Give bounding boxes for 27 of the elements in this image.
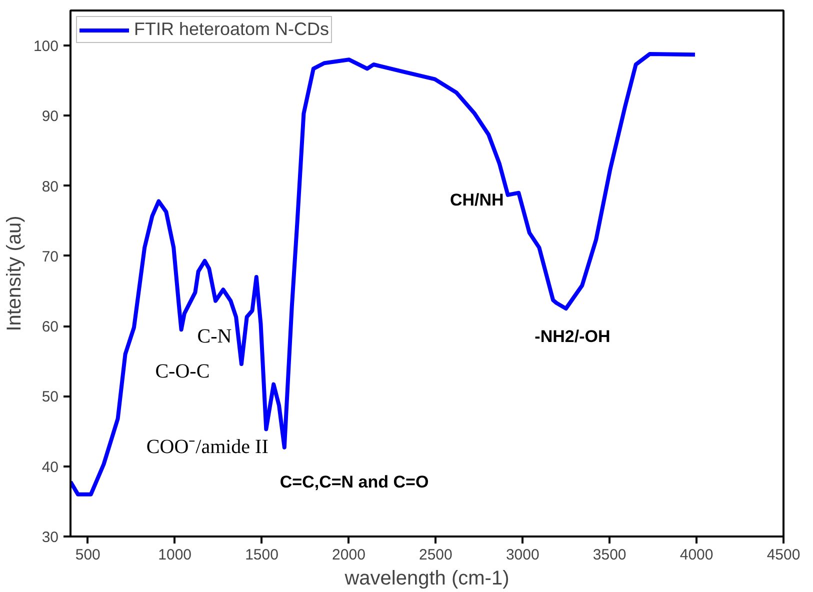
x-tick-label: 2500 bbox=[419, 546, 452, 564]
x-tick-label: 4500 bbox=[766, 546, 800, 564]
legend-label: FTIR heteroatom N-CDs bbox=[134, 19, 330, 40]
y-tick-label: 50 bbox=[42, 388, 59, 406]
y-tick-label: 60 bbox=[42, 318, 59, 336]
annotation: -NH2/-OH bbox=[534, 327, 610, 346]
y-axis-title: Intensity (au) bbox=[3, 216, 26, 332]
x-axis-title: wavelength (cm-1) bbox=[344, 568, 510, 590]
x-tick-label: 3000 bbox=[506, 546, 540, 564]
y-tick-label: 40 bbox=[42, 458, 59, 476]
annotation: COO⁻/amide II bbox=[146, 436, 268, 458]
y-tick-label: 70 bbox=[42, 248, 59, 266]
x-tick-label: 1000 bbox=[158, 546, 192, 564]
x-tick-label: 3500 bbox=[592, 546, 626, 564]
y-tick-label: 30 bbox=[42, 529, 59, 546]
y-tick-label: 100 bbox=[33, 38, 59, 56]
line-series bbox=[70, 52, 697, 496]
annotation: C-O-C bbox=[155, 360, 210, 382]
annotation: C-N bbox=[197, 326, 232, 348]
x-tick-label: 500 bbox=[75, 546, 100, 564]
annotation: CH/NH bbox=[450, 190, 504, 210]
annotation: C=C,C=N and C=O bbox=[280, 472, 429, 492]
y-tick-label: 90 bbox=[42, 108, 59, 126]
y-tick-label: 80 bbox=[42, 178, 59, 196]
x-tick-label: 4000 bbox=[680, 546, 714, 564]
x-tick-label: 1500 bbox=[245, 546, 278, 564]
x-tick-label: 2000 bbox=[332, 546, 366, 564]
